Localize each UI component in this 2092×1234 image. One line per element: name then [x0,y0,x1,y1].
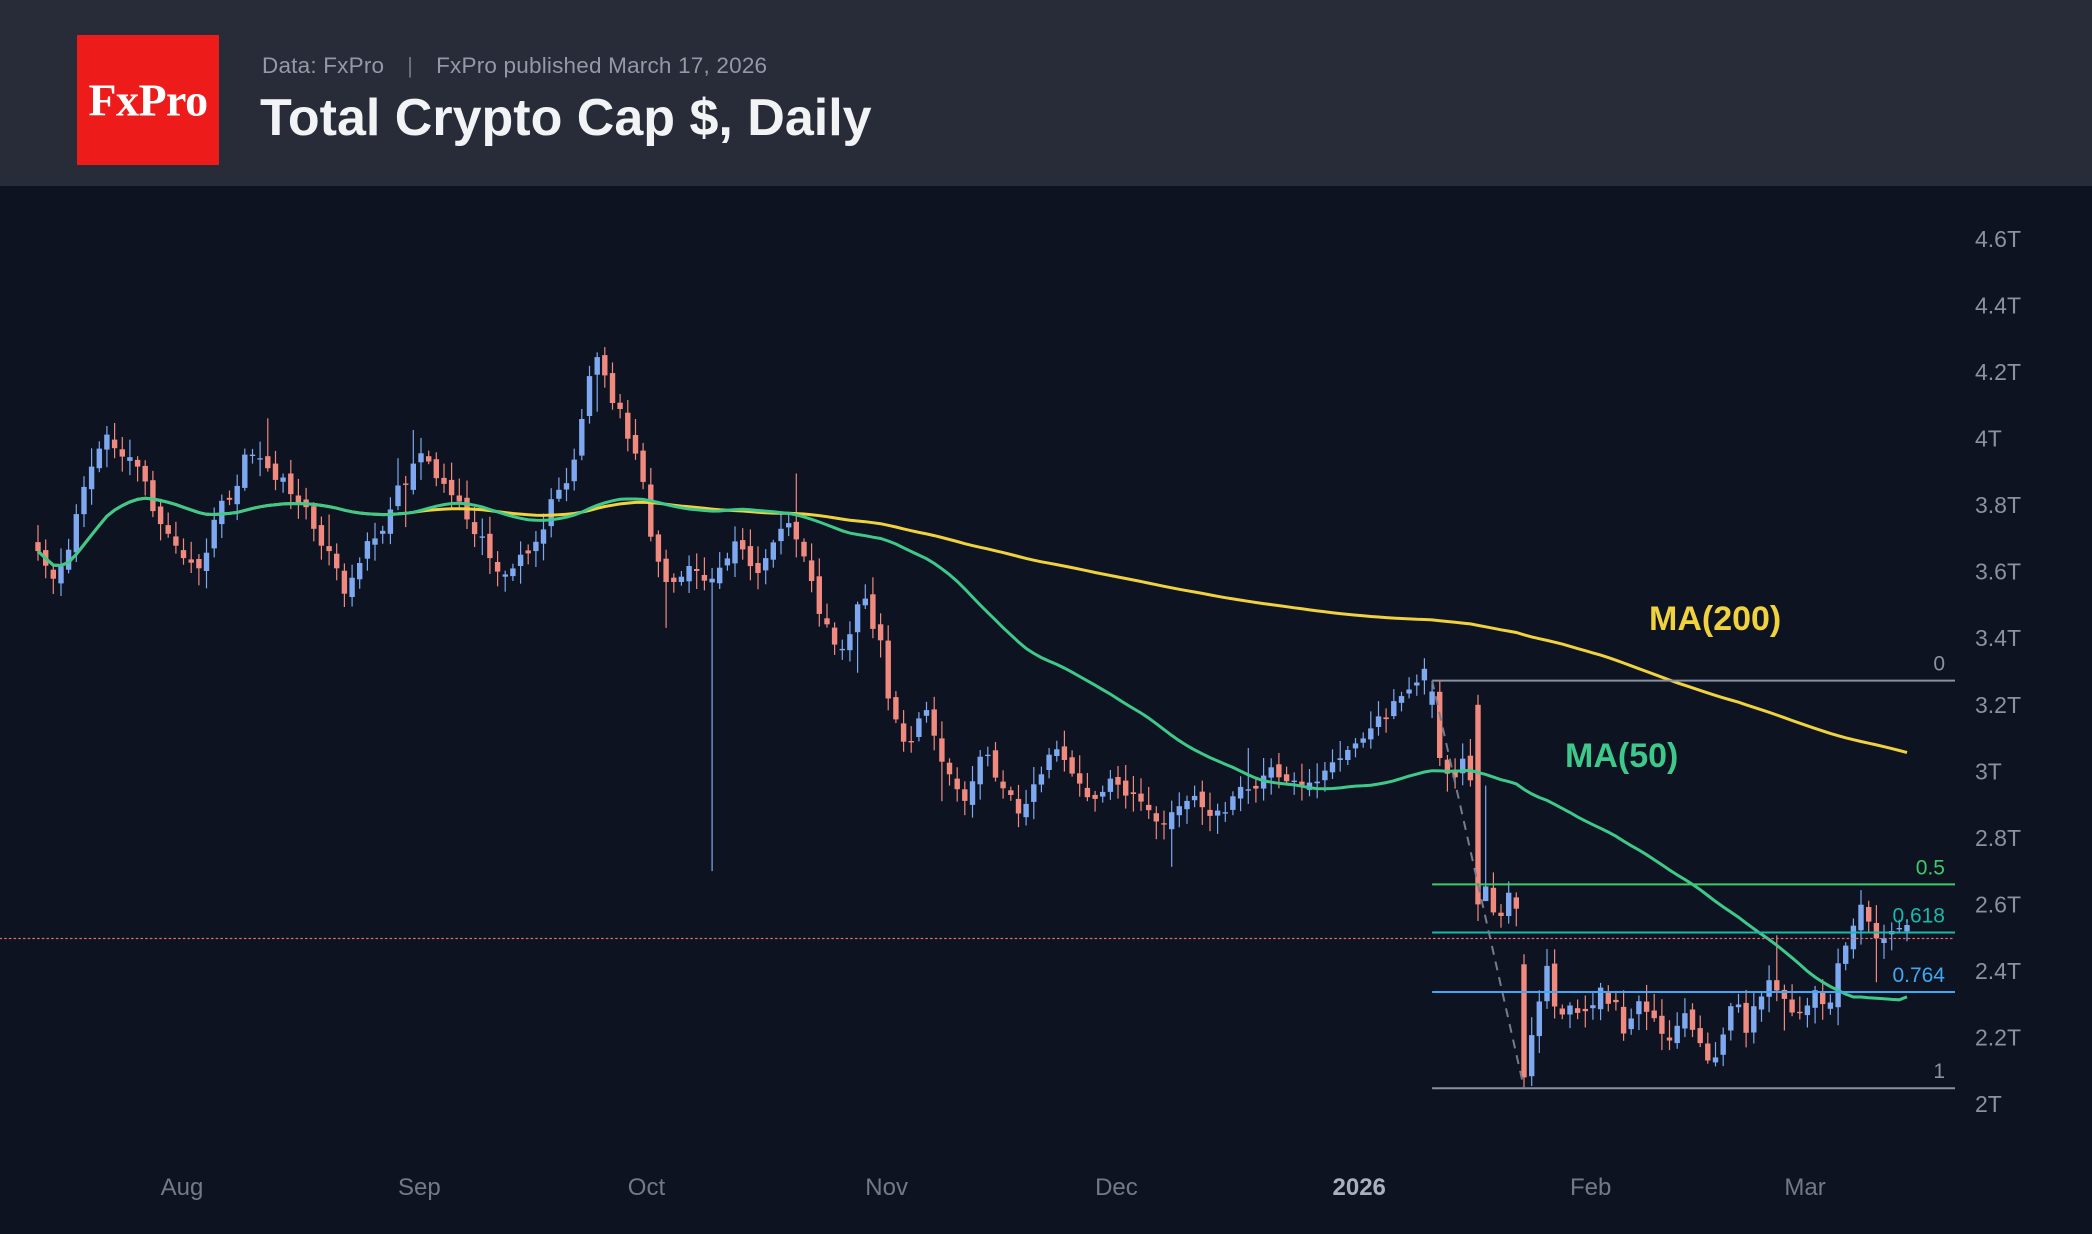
svg-text:3.2T: 3.2T [1975,692,2021,718]
svg-text:0.5: 0.5 [1916,856,1945,879]
svg-text:2T: 2T [1975,1091,2002,1117]
svg-text:1: 1 [1933,1060,1945,1083]
svg-text:0: 0 [1933,653,1945,676]
svg-text:Dec: Dec [1095,1174,1138,1201]
svg-text:MA(50): MA(50) [1565,737,1678,775]
svg-text:3.4T: 3.4T [1975,625,2021,651]
svg-text:3T: 3T [1975,758,2002,784]
svg-text:2.8T: 2.8T [1975,825,2021,851]
svg-text:4.6T: 4.6T [1975,226,2021,252]
svg-text:Aug: Aug [161,1174,204,1201]
svg-text:4T: 4T [1975,426,2002,452]
svg-text:Oct: Oct [628,1174,666,1201]
svg-text:2.4T: 2.4T [1975,958,2021,984]
svg-text:3.8T: 3.8T [1975,492,2021,518]
svg-text:Sep: Sep [398,1174,441,1201]
svg-text:MA(200): MA(200) [1649,600,1781,638]
svg-text:3.6T: 3.6T [1975,559,2021,585]
svg-text:Feb: Feb [1570,1174,1611,1201]
svg-text:0.618: 0.618 [1892,905,1945,928]
svg-text:0.764: 0.764 [1892,964,1945,987]
svg-text:Mar: Mar [1784,1174,1825,1201]
svg-text:Nov: Nov [865,1174,908,1201]
svg-text:2.2T: 2.2T [1975,1025,2021,1051]
svg-text:2026: 2026 [1333,1174,1386,1201]
svg-text:4.2T: 4.2T [1975,359,2021,385]
svg-text:2.6T: 2.6T [1975,891,2021,917]
svg-text:4.4T: 4.4T [1975,293,2021,319]
